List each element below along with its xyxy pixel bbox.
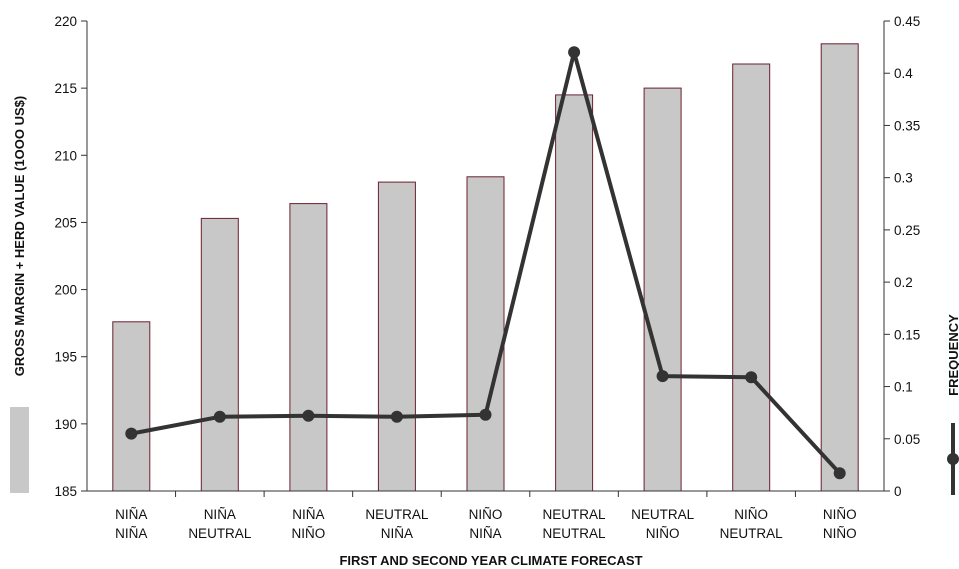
frequency-point — [833, 467, 846, 480]
y-tick-label: 210 — [54, 148, 77, 163]
x-tick-label: NIÑO — [823, 526, 857, 541]
frequency-line-layer — [125, 46, 846, 480]
frequency-point — [390, 410, 403, 423]
x-tick-label: NIÑO — [823, 507, 857, 522]
frequency-point — [745, 371, 758, 384]
frequency-point — [568, 46, 581, 59]
y2-tick-label: 0.45 — [894, 14, 920, 29]
x-tick-label: NEUTRAL — [543, 526, 607, 541]
bar — [643, 87, 682, 492]
bar — [466, 176, 505, 492]
x-tick-label: NEUTRAL — [188, 526, 252, 541]
y2-tick-label: 0.05 — [894, 432, 920, 447]
y2-axis-title: FREQUENCY — [946, 314, 959, 396]
y-tick-label: 200 — [54, 283, 77, 298]
bar — [377, 181, 416, 492]
x-tick-label: NIÑA — [381, 526, 413, 541]
frequency-point — [125, 427, 138, 440]
bar — [289, 203, 328, 492]
y-tick-label: 190 — [54, 417, 77, 432]
y-tick-label: 205 — [54, 215, 77, 230]
y2-tick-label: 0.1 — [894, 380, 913, 395]
x-tick-label: NIÑA — [204, 507, 236, 522]
x-tick-label: NIÑA — [115, 526, 147, 541]
axes-layer: 185 190 195 200 205 210 215 220 0 0.05 0.1 0.15 0.2 0… — [54, 14, 920, 541]
bars-layer — [112, 43, 859, 492]
bar — [112, 321, 151, 492]
bar — [555, 94, 594, 492]
x-tick-label: NIÑO — [292, 526, 326, 541]
frequency-legend-marker — [947, 453, 959, 465]
bar-legend-swatch — [10, 407, 29, 493]
x-tick-label: NIÑA — [469, 526, 501, 541]
x-tick-label: NEUTRAL — [631, 507, 695, 522]
x-tick-label: NEUTRAL — [720, 526, 784, 541]
y2-tick-label: 0.25 — [894, 223, 920, 238]
bar — [732, 63, 771, 492]
x-tick-label: NIÑO — [469, 507, 503, 522]
x-tick-label: NIÑO — [646, 526, 680, 541]
y-tick-label: 185 — [54, 484, 77, 499]
x-tick-label: NIÑO — [734, 507, 768, 522]
y2-tick-label: 0.15 — [894, 327, 920, 342]
x-tick-label: NIÑA — [292, 507, 324, 522]
bar — [820, 43, 859, 492]
y-axis-title: GROSS MARGIN + HERD VALUE (1OOO US$) — [12, 96, 27, 376]
frequency-point — [479, 408, 492, 421]
y2-tick-label: 0.35 — [894, 118, 920, 133]
y2-tick-label: 0.3 — [894, 171, 913, 186]
y-tick-label: 220 — [54, 14, 77, 29]
frequency-point — [302, 409, 315, 422]
x-tick-label: NEUTRAL — [543, 507, 607, 522]
frequency-point — [213, 410, 226, 423]
legend — [10, 407, 959, 495]
y-tick-label: 195 — [54, 350, 77, 365]
x-axis-title: FIRST AND SECOND YEAR CLIMATE FORECAST — [339, 553, 642, 568]
y-tick-label: 215 — [54, 81, 77, 96]
y2-tick-label: 0.2 — [894, 275, 913, 290]
bar — [200, 217, 239, 492]
x-tick-label: NIÑA — [115, 507, 147, 522]
frequency-point — [656, 370, 669, 383]
y2-tick-label: 0.4 — [894, 66, 913, 81]
y2-tick-label: 0 — [894, 484, 902, 499]
x-tick-label: NEUTRAL — [365, 507, 429, 522]
